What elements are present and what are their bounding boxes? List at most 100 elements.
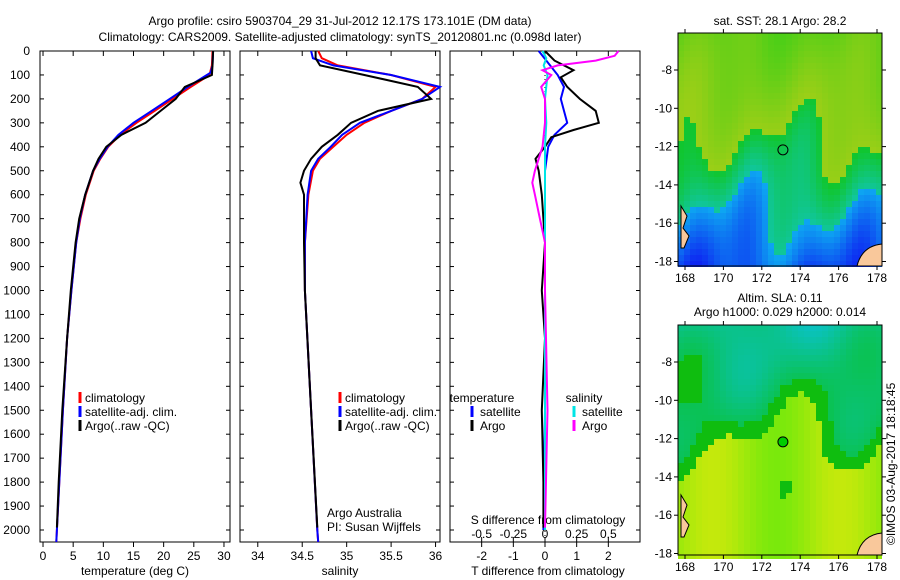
map-cell (750, 385, 756, 391)
map-cell (834, 331, 840, 337)
map-cell (864, 117, 870, 123)
lon-tick-label: 174 (790, 560, 810, 574)
map-cell (720, 63, 726, 69)
map-cell (744, 349, 750, 355)
map-cell (780, 135, 786, 141)
depth-tick-label: 900 (10, 260, 30, 274)
map-cell (732, 355, 738, 361)
map-cell (840, 69, 846, 75)
map-cell (756, 147, 762, 153)
map-cell (840, 135, 846, 141)
map-cell (720, 117, 726, 123)
map-cell (756, 373, 762, 379)
map-cell (774, 207, 780, 213)
map-cell (690, 493, 696, 499)
map-cell (816, 361, 822, 367)
map-cell (714, 463, 720, 469)
map-cell (696, 481, 702, 487)
map-cell (774, 243, 780, 249)
map-cell (756, 45, 762, 51)
map-cell (702, 177, 708, 183)
map-cell (828, 105, 834, 111)
map-cell (726, 99, 732, 105)
map-cell (822, 409, 828, 415)
map-cell (780, 409, 786, 415)
map-cell (822, 45, 828, 51)
map-cell (738, 433, 744, 439)
map-cell (756, 451, 762, 457)
map-cell (678, 141, 684, 147)
map-cell (726, 367, 732, 373)
map-cell (864, 523, 870, 529)
map-cell (750, 51, 756, 57)
map-cell (834, 201, 840, 207)
map-cell (786, 385, 792, 391)
map-cell (678, 45, 684, 51)
map-cell (834, 373, 840, 379)
map-cell (756, 63, 762, 69)
map-cell (720, 225, 726, 231)
map-cell (792, 135, 798, 141)
map-cell (822, 81, 828, 87)
map-cell (798, 177, 804, 183)
map-cell (810, 249, 816, 255)
map-cell (726, 249, 732, 255)
map-cell (696, 325, 702, 331)
map-cell (852, 499, 858, 505)
legend-label: satellite (582, 405, 623, 419)
map-cell (726, 469, 732, 475)
map-cell (834, 541, 840, 547)
map-cell (744, 361, 750, 367)
map-cell (870, 195, 876, 201)
map-cell (714, 493, 720, 499)
map-cell (726, 439, 732, 445)
map-cell (876, 391, 882, 397)
map-cell (828, 81, 834, 87)
map-cell (684, 141, 690, 147)
map-cell (774, 57, 780, 63)
map-cell (834, 237, 840, 243)
map-cell (696, 219, 702, 225)
map-cell (828, 337, 834, 343)
depth-tick-label: 1500 (3, 403, 30, 417)
map-cell (684, 57, 690, 63)
map-cell (774, 331, 780, 337)
map-cell (684, 177, 690, 183)
map-cell (726, 445, 732, 451)
map-cell (720, 159, 726, 165)
map-cell (840, 415, 846, 421)
map-cell (792, 397, 798, 403)
map-cell (792, 529, 798, 535)
map-cell (768, 81, 774, 87)
map-cell (792, 331, 798, 337)
map-cell (690, 141, 696, 147)
map-cell (810, 63, 816, 69)
map-cell (846, 475, 852, 481)
map-cell (774, 553, 780, 559)
map-cell (822, 523, 828, 529)
map-cell (684, 195, 690, 201)
map-cell (708, 529, 714, 535)
map-cell (696, 367, 702, 373)
map-cell (864, 499, 870, 505)
map-cell (696, 337, 702, 343)
map-cell (738, 75, 744, 81)
map-cell (846, 547, 852, 553)
map-cell (714, 177, 720, 183)
map-cell (786, 553, 792, 559)
map-cell (768, 331, 774, 337)
map-cell (870, 171, 876, 177)
map-cell (816, 445, 822, 451)
map-cell (762, 337, 768, 343)
map-cell (726, 219, 732, 225)
map-cell (696, 213, 702, 219)
map-cell (738, 51, 744, 57)
map-cell (762, 213, 768, 219)
map-cell (840, 385, 846, 391)
map-cell (876, 421, 882, 427)
map-cell (870, 111, 876, 117)
map-cell (780, 51, 786, 57)
map-cell (762, 415, 768, 421)
map-cell (876, 45, 882, 51)
map-cell (792, 45, 798, 51)
